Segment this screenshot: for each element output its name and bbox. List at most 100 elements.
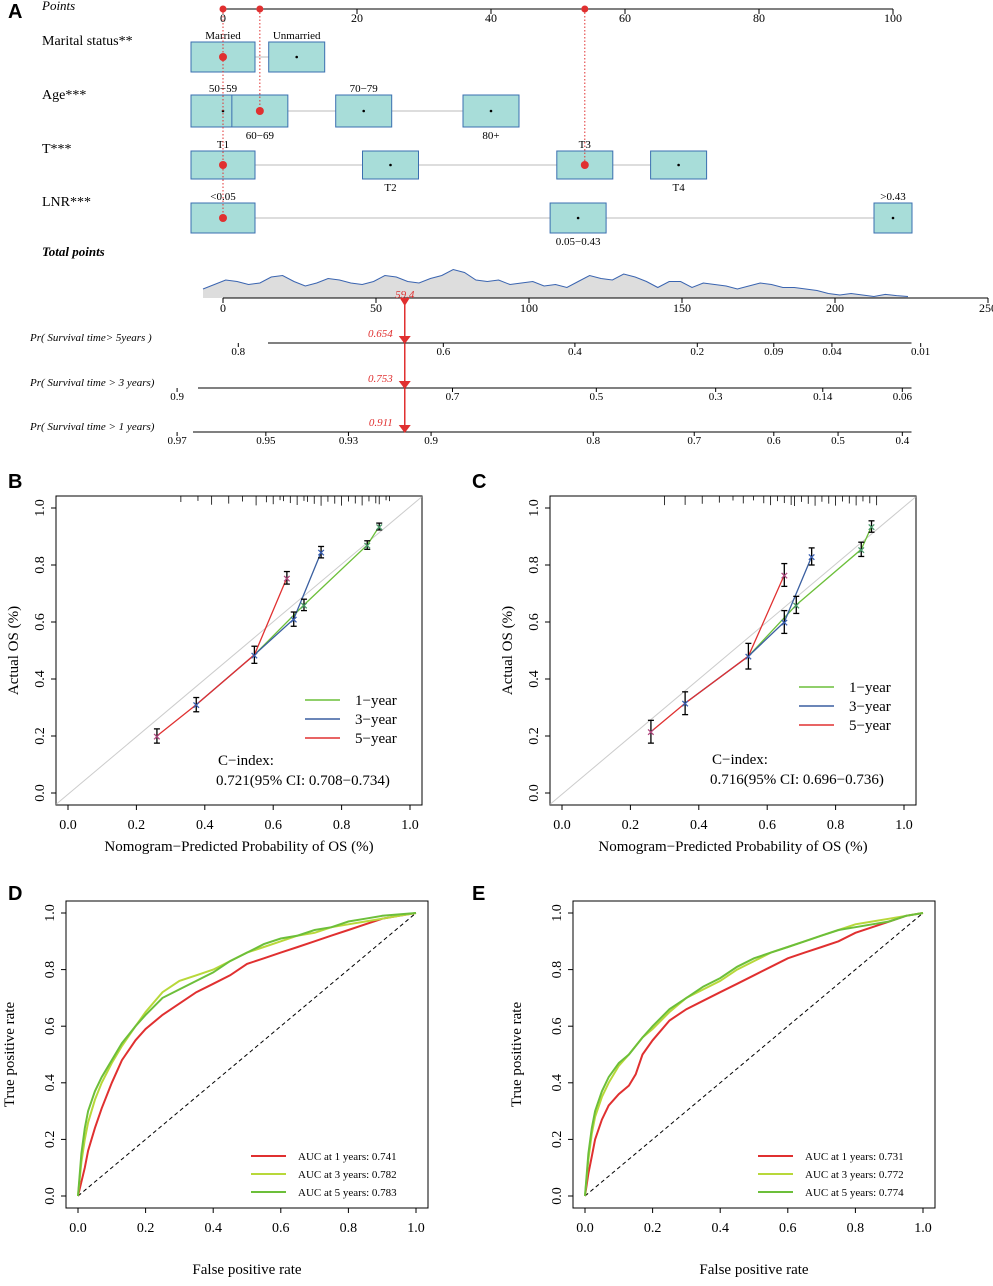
total-tick-label: 50 [370,301,382,315]
plot-frame [572,900,936,1209]
chance-diagonal [77,912,417,1197]
points-tick-label: 80 [753,11,765,25]
x-tick-label: 1.0 [914,1221,932,1236]
x-tick-label: 0.2 [128,818,146,833]
calibration-point: × [867,521,876,534]
cindex-label: C−index: [712,752,768,768]
roc-panel-d: 0.0 0.2 0.4 0.6 0.8 1.0 0.0 0.2 0.4 0.6 0.8 1.0 Fals… [2,900,429,1278]
x-tick-label: 0.2 [644,1221,662,1236]
survival-axis-label: Pr( Survival time > 1 years) [29,421,155,433]
calibration-point: × [363,539,372,552]
x-axis-title: Nomogram−Predicted Probability of OS (%) [104,839,373,855]
x-tick-label: 0.6 [272,1221,290,1236]
survival-tick-label: 0.93 [339,435,359,447]
survival-marker [398,425,411,433]
selected-point [219,214,227,222]
x-tick-label: 0.4 [196,818,214,833]
survival-prob-label: 0.654 [368,328,393,340]
total-tick-label: 100 [520,301,538,315]
roc-curve [77,912,417,1197]
legend-label: AUC at 3 years: 0.772 [805,1169,904,1181]
level-dot [677,163,680,167]
x-axis-title: Nomogram−Predicted Probability of OS (%) [598,839,867,855]
survival-tick-label: 0.2 [690,346,704,358]
level-label: >0.43 [880,191,906,203]
calibration-panel-b: 0.0 0.2 0.4 0.6 0.8 1.0 0.0 0.2 0.4 0.6 0.8 1.0 Nomo… [6,495,423,855]
calibration-point: × [792,599,801,612]
calibration-point: × [780,569,789,582]
legend-label: 5−year [849,718,891,734]
x-tick-label: 0.8 [333,818,351,833]
points-axis-label: Points [41,0,75,13]
survival-tick-label: 0.5 [831,435,845,447]
survival-tick-label: 0.8 [231,346,245,358]
cindex-value: 0.716(95% CI: 0.696−0.736) [710,772,884,788]
level-label: T3 [579,139,592,151]
calibration-line [650,574,785,733]
roc-curve [77,912,417,1197]
y-tick-label: 1.0 [550,904,565,922]
legend-label: AUC at 5 years: 0.774 [805,1187,904,1199]
calibration-point: × [250,649,259,662]
calibration-point: × [289,613,298,626]
y-tick-label: 0.8 [527,556,542,574]
x-axis-title: False positive rate [192,1262,301,1278]
x-tick-label: 0.6 [779,1221,797,1236]
y-tick-label: 1.0 [527,499,542,517]
level-label: Married [205,30,241,42]
total-points-label: Total points [42,244,105,259]
x-tick-label: 0.0 [576,1221,594,1236]
calibration-point: × [375,521,384,534]
survival-tick-label: 0.6 [436,346,450,358]
legend-label: AUC at 5 years: 0.783 [298,1187,397,1199]
survival-tick-label: 0.5 [589,391,603,403]
panel-label-c: C [472,471,486,493]
level-label: 0.05−0.43 [556,236,601,248]
y-tick-label: 0.2 [550,1131,565,1149]
level-label: 70−79 [350,83,379,95]
selected-point [219,161,227,169]
calibration-line [747,526,873,657]
variable-label: Marital status** [42,34,133,49]
calibration-point: × [857,543,866,556]
x-tick-label: 0.8 [847,1221,865,1236]
survival-tick-label: 0.9 [424,435,438,447]
y-tick-label: 0.6 [527,613,542,631]
y-tick-label: 0.0 [33,784,48,802]
survival-tick-label: 0.8 [586,435,600,447]
points-tick-label: 20 [351,11,363,25]
legend-label: 1−year [849,680,891,696]
y-tick-label: 0.2 [33,727,48,745]
y-tick-label: 0.0 [43,1187,58,1205]
legend-label: AUC at 1 years: 0.731 [805,1151,904,1163]
calibration-point: × [807,550,816,563]
x-tick-label: 1.0 [895,818,913,833]
y-tick-label: 0.2 [43,1131,58,1149]
calibration-line [253,526,380,656]
total-tick-label: 200 [826,301,844,315]
calibration-panel-c: 0.0 0.2 0.4 0.6 0.8 1.0 0.0 0.2 0.4 0.6 0.8 1.0 Nomo… [500,495,917,855]
density-curve [202,268,909,298]
nomogram-panel: Points 0 20 40 60 80 100 Marital status** Marrie… [29,0,993,447]
cindex-label: C−index: [218,753,274,769]
calibration-point: × [780,616,789,629]
legend-label: 3−year [849,699,891,715]
roc-panel-e: 0.0 0.2 0.4 0.6 0.8 1.0 0.0 0.2 0.4 0.6 0.8 1.0 Fals… [509,900,936,1278]
points-tick-label: 40 [485,11,497,25]
y-axis-title: Actual OS (%) [500,606,516,695]
y-tick-label: 1.0 [43,904,58,922]
calibration-point: × [646,726,655,739]
calibration-point: × [192,699,201,712]
points-tick-label: 60 [619,11,631,25]
plot-frame [55,495,423,806]
total-tick-label: 0 [220,301,226,315]
survival-tick-label: 0.01 [911,346,930,358]
level-dot [891,216,895,220]
survival-tick-label: 0.97 [167,435,187,447]
legend-label: AUC at 3 years: 0.782 [298,1169,397,1181]
x-tick-label: 0.8 [340,1221,358,1236]
y-tick-label: 1.0 [33,499,48,517]
level-dot [576,216,580,220]
total-tick-label: 150 [673,301,691,315]
